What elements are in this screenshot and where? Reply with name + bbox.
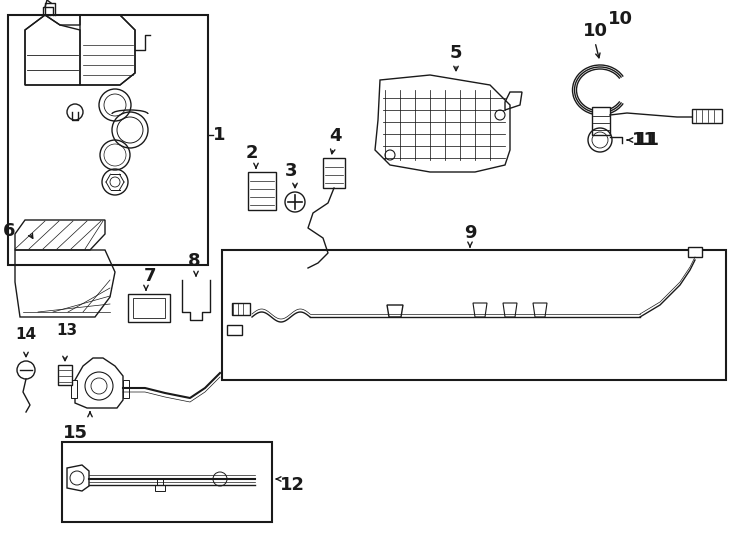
Text: 4: 4: [329, 127, 341, 145]
Text: 13: 13: [57, 323, 78, 338]
Text: 14: 14: [15, 327, 36, 342]
Bar: [323, 158, 345, 188]
Text: 10: 10: [608, 10, 633, 28]
Bar: [123, 380, 129, 398]
Text: 2: 2: [246, 144, 258, 162]
Bar: [71, 380, 77, 398]
Text: 7: 7: [144, 267, 156, 285]
Text: 1: 1: [213, 126, 225, 144]
Bar: [58, 365, 72, 385]
Bar: [688, 247, 702, 257]
Text: 3: 3: [285, 162, 297, 180]
Bar: [8, 15, 208, 265]
Bar: [227, 325, 242, 335]
Text: 6: 6: [3, 222, 15, 240]
Bar: [248, 172, 276, 210]
Text: 11: 11: [635, 131, 660, 149]
Text: 11: 11: [632, 131, 657, 149]
Bar: [133, 298, 165, 318]
Bar: [222, 250, 726, 380]
Bar: [692, 109, 722, 123]
Bar: [62, 442, 272, 522]
Text: 8: 8: [188, 252, 200, 270]
Bar: [128, 294, 170, 322]
Text: 5: 5: [450, 44, 462, 62]
Text: 10: 10: [583, 22, 608, 40]
Text: 12: 12: [280, 476, 305, 494]
Text: 9: 9: [464, 224, 476, 242]
Bar: [592, 107, 610, 135]
Bar: [232, 303, 250, 315]
Text: 15: 15: [62, 424, 87, 442]
